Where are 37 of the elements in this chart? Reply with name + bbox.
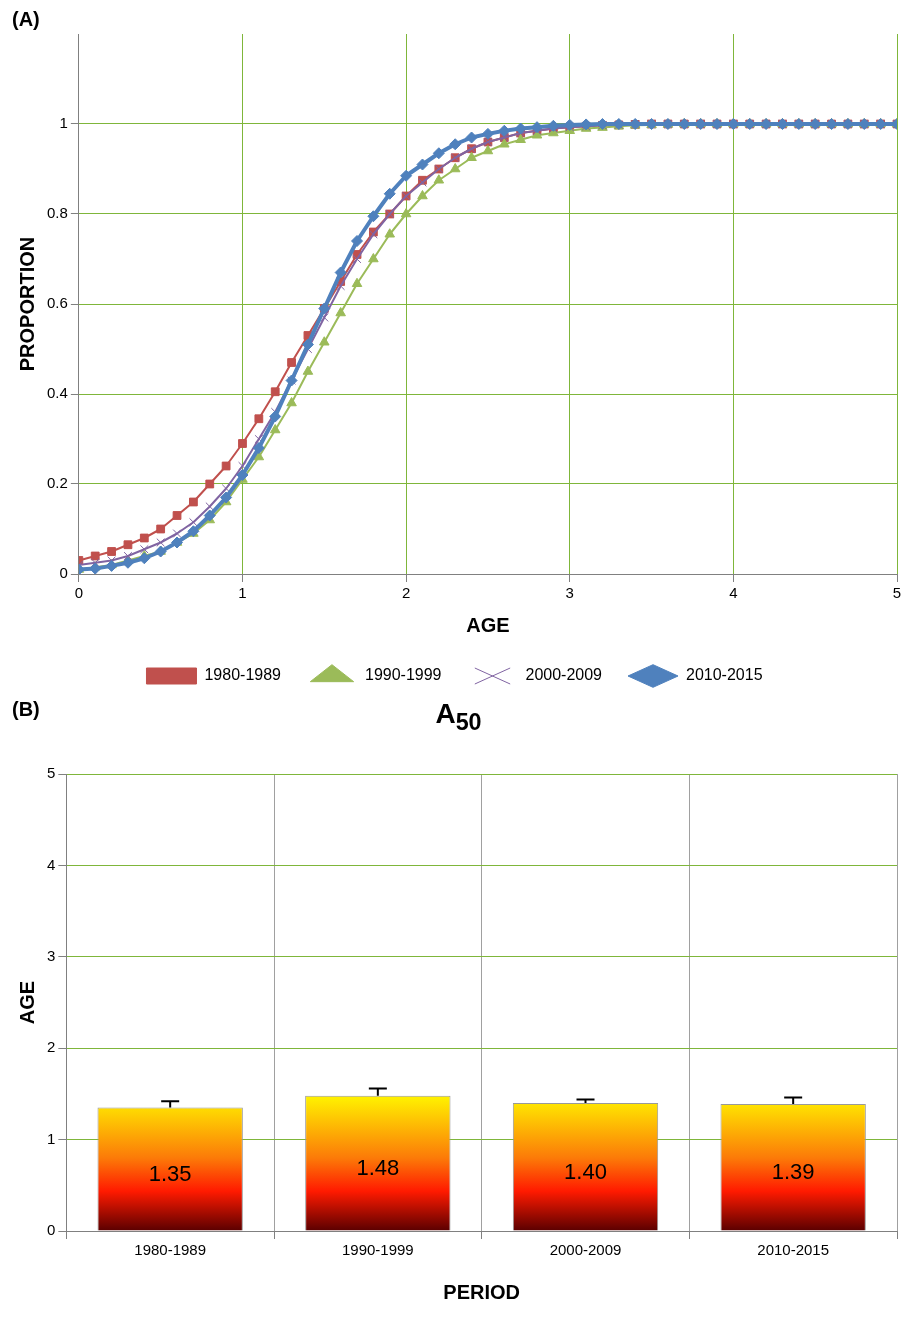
y-tick-label: 0.2	[46, 474, 68, 492]
y-tick-label: 3	[47, 946, 56, 964]
y-tick-label: 2	[47, 1038, 56, 1056]
x-axis-title: PERIOD	[443, 1280, 521, 1303]
legend-label: 1980-1989	[204, 666, 282, 684]
legend-label: 2010-2015	[686, 666, 763, 684]
x-tick-label: 1	[238, 584, 247, 602]
x-tick-label: 3	[565, 584, 574, 602]
y-tick-label: 5	[47, 764, 56, 782]
text: (A)	[12, 8, 40, 31]
y-tick-label: 0	[59, 564, 68, 582]
legend-label: 2000-2009	[525, 666, 603, 684]
legend-label: 1990-1999	[364, 666, 442, 684]
y-tick-label: 0	[47, 1221, 56, 1239]
x-tick-label: 5	[892, 584, 902, 602]
x-tick-label: 1980-1989	[134, 1241, 207, 1259]
y-tick-label: 0.6	[46, 294, 68, 312]
data-label: 1.40	[564, 1158, 607, 1184]
x-tick-label: 2000-2009	[549, 1241, 622, 1259]
data-label: 1.35	[148, 1161, 192, 1187]
chart-title: A$_{50}$	[435, 698, 482, 735]
x-tick-label: 4	[729, 584, 738, 602]
y-axis-title: AGE	[15, 980, 38, 1025]
data-label: 1.48	[356, 1155, 400, 1181]
x-tick-label: 0	[74, 584, 84, 602]
data-label: 1.39	[771, 1159, 815, 1185]
text: (B)	[12, 698, 40, 721]
y-tick-label: 0.4	[46, 384, 68, 402]
y-tick-label: 1	[47, 1129, 56, 1147]
x-tick-label: 1990-1999	[341, 1241, 414, 1259]
y-tick-label: 0.8	[46, 204, 68, 222]
y-axis-title: PROPORTION	[15, 236, 38, 372]
x-tick-label: 2	[401, 584, 411, 602]
y-tick-label: 4	[47, 855, 56, 873]
y-tick-label: 1	[59, 114, 68, 132]
x-axis-title: AGE	[466, 613, 510, 636]
x-tick-label: 2010-2015	[757, 1241, 830, 1259]
